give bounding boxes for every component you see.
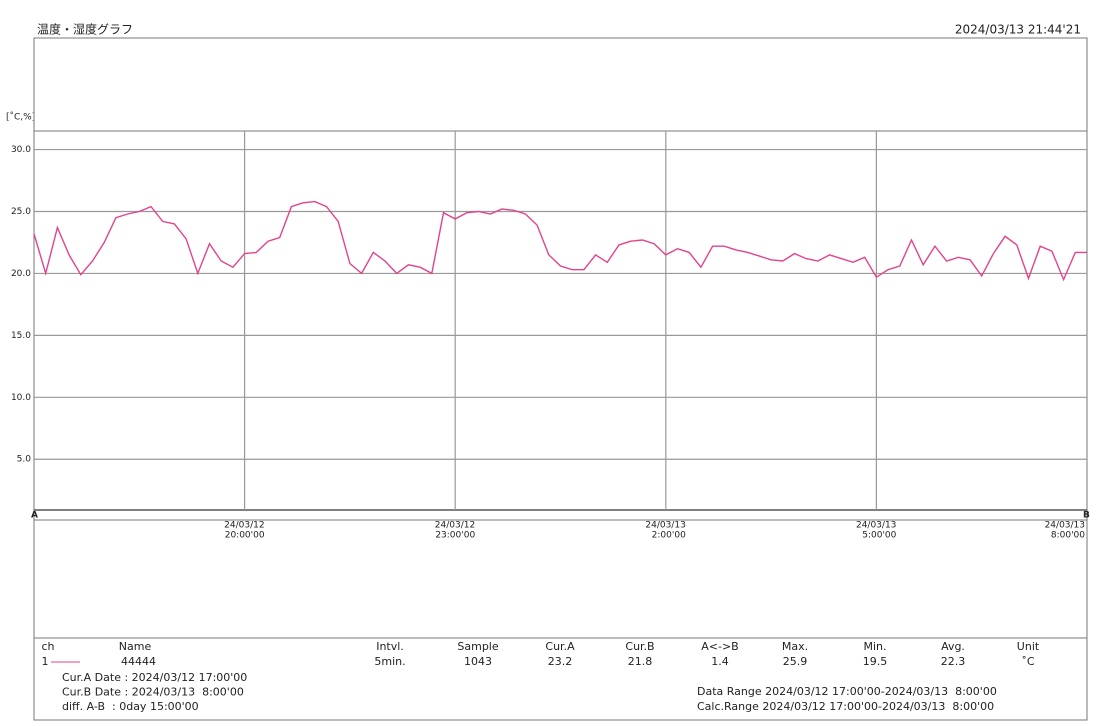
table-value: 19.5 xyxy=(863,655,888,668)
cursor-a: A xyxy=(31,511,38,521)
x-tick-label: 5:00'00 xyxy=(862,531,896,541)
table-header: ch xyxy=(41,640,54,653)
x-tick-label: 23:00'00 xyxy=(435,531,475,541)
table-header: Intvl. xyxy=(376,640,404,653)
table-value: 21.8 xyxy=(628,655,653,668)
cursor-b: B xyxy=(1083,511,1090,521)
y-axis-label: [˚C,%] xyxy=(6,112,35,123)
table-header: Cur.A xyxy=(545,640,575,653)
table-header: Name xyxy=(119,640,152,653)
table-value: 23.2 xyxy=(548,655,573,668)
x-tick-label: 2:00'00 xyxy=(652,531,686,541)
table-ch: 1 xyxy=(42,655,49,668)
x-tick-label: 24/03/13 xyxy=(645,521,685,531)
table-header: Avg. xyxy=(941,640,965,653)
x-tick-label: 24/03/12 xyxy=(435,521,475,531)
table-header: Min. xyxy=(863,640,886,653)
table-header: A<->B xyxy=(701,640,738,653)
cursor-info: Cur.A Date : 2024/03/12 17:00'00 xyxy=(62,671,247,684)
table-header: Cur.B xyxy=(625,640,654,653)
timestamp: 2024/03/13 21:44'21 xyxy=(955,23,1081,37)
x-tick-label: 8:00'00 xyxy=(1051,531,1085,541)
table-value: 5min. xyxy=(374,655,405,668)
cursor-info: Cur.B Date : 2024/03/13 8:00'00 xyxy=(62,686,244,699)
range-info: Calc.Range 2024/03/12 17:00'00-2024/03/1… xyxy=(697,700,994,713)
chart-title: 温度・湿度グラフ xyxy=(37,22,133,37)
y-tick-label: 30.0 xyxy=(11,145,31,155)
table-header: Sample xyxy=(457,640,498,653)
table-value: 25.9 xyxy=(783,655,808,668)
table-value: 1043 xyxy=(464,655,492,668)
y-tick-label: 20.0 xyxy=(11,269,31,279)
legend-name: 44444 xyxy=(121,655,156,668)
table-header: Max. xyxy=(782,640,808,653)
y-tick-label: 15.0 xyxy=(11,331,31,341)
outer-frame xyxy=(33,37,1088,721)
y-tick-label: 10.0 xyxy=(11,393,31,403)
y-tick-label: 5.0 xyxy=(17,455,32,465)
y-tick-label: 25.0 xyxy=(11,207,31,217)
x-tick-label: 24/03/12 xyxy=(224,521,264,531)
cursor-info: diff. A-B : 0day 15:00'00 xyxy=(62,700,199,713)
x-tick-label: 24/03/13 xyxy=(1045,521,1085,531)
table-header: Unit xyxy=(1017,640,1040,653)
table-value: 22.3 xyxy=(941,655,966,668)
range-info: Data Range 2024/03/12 17:00'00-2024/03/1… xyxy=(697,685,997,698)
x-tick-label: 24/03/13 xyxy=(856,521,896,531)
series-line xyxy=(33,200,1087,282)
x-tick-label: 20:00'00 xyxy=(225,531,265,541)
table-value: 1.4 xyxy=(711,655,729,668)
table-value: ˚C xyxy=(1021,655,1035,668)
